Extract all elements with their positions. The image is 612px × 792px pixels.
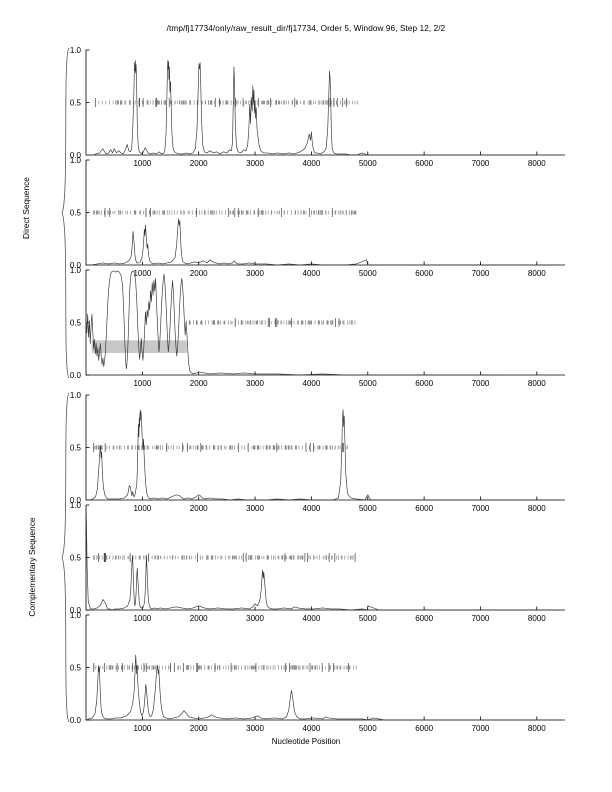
panel-6: 0.0 0.5 1.0 1000 2000 3000 4000 5000 6000 7000 800… xyxy=(70,611,565,733)
x-tick-label: 3000 xyxy=(246,269,264,278)
y-tick-label: 0.5 xyxy=(70,209,82,218)
x-tick-label: 6000 xyxy=(415,159,433,168)
x-tick-label: 6000 xyxy=(415,504,433,513)
x-tick-label: 3000 xyxy=(246,724,264,733)
marker-band xyxy=(186,318,356,327)
figure-title: /tmp/fj17734/only/raw_result_dir/fj17734… xyxy=(166,24,446,33)
x-tick-label: 5000 xyxy=(359,504,377,513)
x-tick-label: 2000 xyxy=(190,159,208,168)
y-tick-label: 0.0 xyxy=(70,606,82,615)
y-tick-label: 0.0 xyxy=(70,151,82,160)
y-tick-label: 1.0 xyxy=(70,391,82,400)
group-label-complementary: Complementary Sequence xyxy=(27,517,37,617)
y-tick-label: 0.0 xyxy=(70,261,82,270)
data-series-line xyxy=(85,504,560,611)
x-axis-label: Nucleotide Position xyxy=(271,737,341,746)
y-tick-label: 0.5 xyxy=(70,444,82,453)
x-tick-label: 2000 xyxy=(190,614,208,623)
x-tick-label: 7000 xyxy=(472,159,490,168)
x-tick-label: 6000 xyxy=(415,269,433,278)
y-tick-label: 1.0 xyxy=(70,156,82,165)
brace-direct-sequence xyxy=(61,47,70,379)
marker-band xyxy=(93,663,357,672)
panel-2: 0.0 0.5 1.0 1000 2000 3000 4000 5000 6000 7000 800… xyxy=(70,156,565,278)
y-tick-label: 1.0 xyxy=(70,501,82,510)
highlight-region xyxy=(91,340,187,353)
x-tick-label: 6000 xyxy=(415,379,433,388)
data-series-line xyxy=(85,270,509,376)
data-series-line xyxy=(86,409,560,501)
data-series-line xyxy=(85,654,560,721)
x-tick-label: 1000 xyxy=(133,504,151,513)
panel-axes xyxy=(85,270,565,376)
x-tick-label: 7000 xyxy=(472,504,490,513)
x-tick-label: 1000 xyxy=(133,724,151,733)
x-tick-label: 3000 xyxy=(246,504,264,513)
x-tick-label: 4000 xyxy=(303,724,321,733)
y-tick-label: 0.5 xyxy=(70,319,82,328)
x-tick-label: 5000 xyxy=(359,269,377,278)
x-tick-label: 3000 xyxy=(246,614,264,623)
x-tick-label: 4000 xyxy=(303,159,321,168)
x-tick-label: 5000 xyxy=(359,379,377,388)
y-tick-label: 0.5 xyxy=(70,664,82,673)
y-tick-label: 0.5 xyxy=(70,554,82,563)
y-tick-label: 1.0 xyxy=(70,266,82,275)
x-tick-label: 2000 xyxy=(190,724,208,733)
brace-complementary-sequence xyxy=(61,392,70,723)
data-series-line xyxy=(86,60,537,156)
y-tick-label: 0.5 xyxy=(70,99,82,108)
data-series-line xyxy=(86,218,560,266)
marker-band xyxy=(93,553,356,562)
x-tick-label: 4000 xyxy=(303,614,321,623)
y-tick-label: 0.0 xyxy=(70,496,82,505)
x-tick-label: 8000 xyxy=(528,504,546,513)
x-tick-label: 2000 xyxy=(190,504,208,513)
x-tick-label: 3000 xyxy=(246,379,264,388)
x-tick-label: 5000 xyxy=(359,724,377,733)
x-tick-label: 6000 xyxy=(415,724,433,733)
y-tick-label: 0.0 xyxy=(70,371,82,380)
x-tick-label: 8000 xyxy=(528,269,546,278)
x-tick-label: 8000 xyxy=(528,379,546,388)
x-tick-label: 2000 xyxy=(190,269,208,278)
x-tick-label: 4000 xyxy=(303,379,321,388)
x-tick-label: 8000 xyxy=(528,724,546,733)
x-tick-label: 7000 xyxy=(472,269,490,278)
group-label-direct: Direct Sequence xyxy=(21,177,31,239)
panel-1: 0.0 0.5 1.0 1000 2000 3000 4000 5000 6000 7000 800… xyxy=(70,46,565,168)
x-tick-label: 7000 xyxy=(472,379,490,388)
x-tick-label: 1000 xyxy=(133,379,151,388)
marker-band xyxy=(95,98,358,107)
x-tick-label: 1000 xyxy=(133,269,151,278)
x-tick-label: 7000 xyxy=(472,614,490,623)
x-tick-label: 1000 xyxy=(133,614,151,623)
x-tick-label: 7000 xyxy=(472,724,490,733)
x-tick-label: 6000 xyxy=(415,614,433,623)
y-tick-label: 1.0 xyxy=(70,46,82,55)
x-tick-label: 4000 xyxy=(303,269,321,278)
x-tick-label: 1000 xyxy=(133,159,151,168)
y-tick-label: 0.0 xyxy=(70,716,82,725)
panel-3: 0.0 0.5 1.0 1000 2000 3000 4000 5000 6000 7000 800… xyxy=(70,266,565,388)
y-tick-label: 1.0 xyxy=(70,611,82,620)
x-tick-label: 5000 xyxy=(359,159,377,168)
x-tick-label: 4000 xyxy=(303,504,321,513)
marker-band xyxy=(93,443,348,452)
x-tick-label: 2000 xyxy=(190,379,208,388)
x-tick-label: 5000 xyxy=(359,614,377,623)
marker-band xyxy=(93,208,357,217)
panel-axes xyxy=(85,505,565,611)
x-tick-label: 3000 xyxy=(246,159,264,168)
panel-5: 0.0 0.5 1.0 1000 2000 3000 4000 5000 6000 7000 800… xyxy=(70,501,565,623)
panel-4: 0.0 0.5 1.0 1000 2000 3000 4000 5000 6000 7000 800… xyxy=(70,391,565,513)
x-tick-label: 8000 xyxy=(528,159,546,168)
x-tick-label: 8000 xyxy=(528,614,546,623)
